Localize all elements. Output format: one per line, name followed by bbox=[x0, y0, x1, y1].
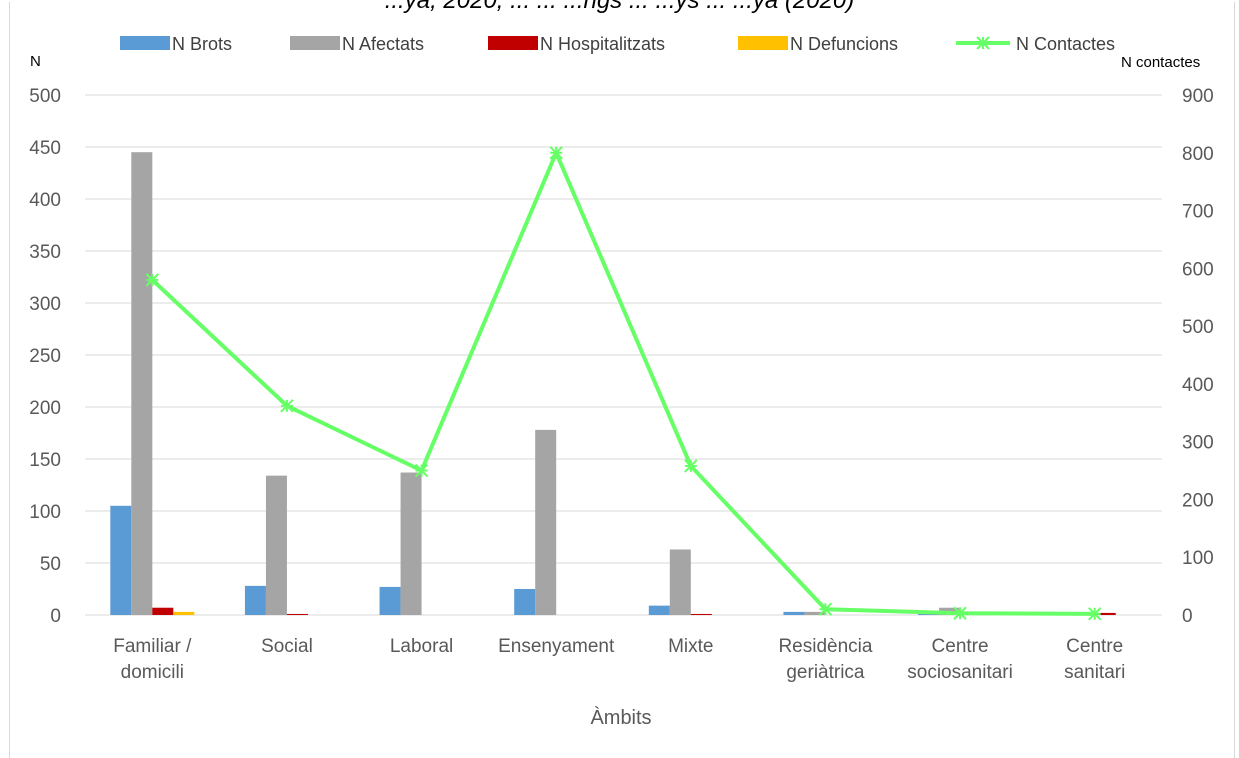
x-tick-label: geriàtrica bbox=[786, 662, 865, 683]
bar bbox=[400, 472, 422, 615]
right-tick-label: 500 bbox=[1182, 317, 1214, 338]
x-tick-label: domicili bbox=[121, 662, 184, 683]
legend-swatch bbox=[120, 36, 170, 50]
marker-stroke bbox=[145, 273, 160, 287]
bar bbox=[514, 589, 536, 615]
point-marker bbox=[818, 602, 833, 616]
left-tick-label: 400 bbox=[29, 190, 61, 211]
bar bbox=[379, 586, 401, 615]
left-tick-label: 500 bbox=[29, 86, 61, 107]
bar bbox=[1094, 612, 1116, 615]
x-tick-label: Centre bbox=[932, 636, 989, 657]
x-tick-label: Residència bbox=[778, 636, 872, 657]
legend-label: N Brots bbox=[172, 34, 232, 54]
left-axis-title: N bbox=[30, 53, 41, 70]
bar bbox=[690, 613, 712, 615]
point-marker bbox=[953, 606, 967, 620]
marker-stroke bbox=[684, 459, 698, 473]
bar bbox=[783, 611, 805, 615]
legend-swatch bbox=[738, 36, 788, 50]
x-axis-ticks: Familiar / domicili Social Laboral Ensenyame… bbox=[113, 636, 1125, 683]
right-tick-label: 700 bbox=[1182, 202, 1214, 223]
right-tick-label: 900 bbox=[1182, 86, 1214, 107]
bar-series bbox=[110, 152, 1116, 615]
marker-stroke bbox=[414, 463, 429, 478]
bar bbox=[110, 505, 132, 615]
right-tick-label: 200 bbox=[1182, 490, 1214, 511]
point-marker bbox=[414, 463, 429, 478]
left-tick-label: 200 bbox=[29, 398, 61, 419]
line-series bbox=[145, 146, 1102, 621]
left-tick-label: 100 bbox=[29, 502, 61, 523]
bar bbox=[804, 611, 826, 615]
x-tick-label: Laboral bbox=[390, 636, 453, 657]
x-tick-label: Mixte bbox=[668, 636, 713, 657]
right-tick-label: 400 bbox=[1182, 375, 1214, 396]
left-axis-ticks: 0 50 100 150 200 250 300 350 400 450 500 bbox=[29, 86, 61, 627]
bar bbox=[669, 549, 691, 615]
legend-marker bbox=[976, 36, 990, 50]
right-tick-label: 0 bbox=[1182, 606, 1193, 627]
x-tick-label: sociosanitari bbox=[907, 662, 1013, 683]
bar bbox=[265, 475, 287, 615]
chart-frame bbox=[9, 2, 1235, 758]
x-tick-label: Centre bbox=[1066, 636, 1123, 657]
left-tick-label: 150 bbox=[29, 450, 61, 471]
right-tick-label: 800 bbox=[1182, 144, 1214, 165]
point-marker bbox=[684, 459, 698, 473]
right-tick-label: 100 bbox=[1182, 548, 1214, 569]
x-tick-label: Social bbox=[261, 636, 313, 657]
legend-swatch bbox=[488, 36, 538, 50]
right-axis-title: N contactes bbox=[1121, 54, 1200, 71]
legend-label: N Contactes bbox=[1016, 34, 1115, 54]
x-tick-label: Familiar / bbox=[113, 636, 192, 657]
point-marker bbox=[549, 146, 563, 160]
marker-stroke bbox=[549, 146, 563, 160]
point-marker bbox=[1087, 607, 1102, 621]
bar bbox=[535, 429, 557, 615]
chart-title-fragment: ...ya, 2020, ... ... ...ngs ... ...ys ..… bbox=[384, 0, 855, 14]
x-tick-label: sanitari bbox=[1064, 662, 1125, 683]
left-tick-label: 50 bbox=[40, 554, 61, 575]
bar bbox=[244, 585, 266, 615]
marker-stroke bbox=[953, 606, 967, 620]
legend-label: N Afectats bbox=[342, 34, 424, 54]
point-marker bbox=[280, 399, 294, 413]
marker-stroke bbox=[280, 399, 294, 413]
left-tick-label: 350 bbox=[29, 242, 61, 263]
right-axis-ticks: 0 100 200 300 400 500 600 700 800 900 bbox=[1182, 86, 1214, 627]
left-tick-label: 300 bbox=[29, 294, 61, 315]
right-tick-label: 600 bbox=[1182, 259, 1214, 280]
bar bbox=[173, 611, 195, 615]
left-tick-label: 0 bbox=[50, 606, 61, 627]
legend-swatch bbox=[290, 36, 340, 50]
contactes-line bbox=[150, 150, 1095, 616]
point-marker bbox=[145, 273, 160, 287]
x-tick-label: Ensenyament bbox=[498, 636, 615, 657]
legend-label: N Hospitalitzats bbox=[540, 34, 665, 54]
right-tick-label: 300 bbox=[1182, 433, 1214, 454]
bar bbox=[918, 613, 940, 615]
bar bbox=[286, 613, 308, 615]
x-axis-title: Àmbits bbox=[590, 706, 651, 729]
bar bbox=[648, 605, 670, 615]
marker-stroke bbox=[1087, 607, 1102, 621]
bar bbox=[152, 607, 174, 615]
marker-stroke bbox=[818, 602, 833, 616]
legend-label: N Defuncions bbox=[790, 34, 898, 54]
gridlines bbox=[85, 94, 1162, 616]
bar bbox=[131, 152, 153, 615]
left-tick-label: 250 bbox=[29, 346, 61, 367]
left-tick-label: 450 bbox=[29, 138, 61, 159]
legend: N Brots N Afectats N Hospitalitzats N Defun… bbox=[120, 34, 1115, 54]
